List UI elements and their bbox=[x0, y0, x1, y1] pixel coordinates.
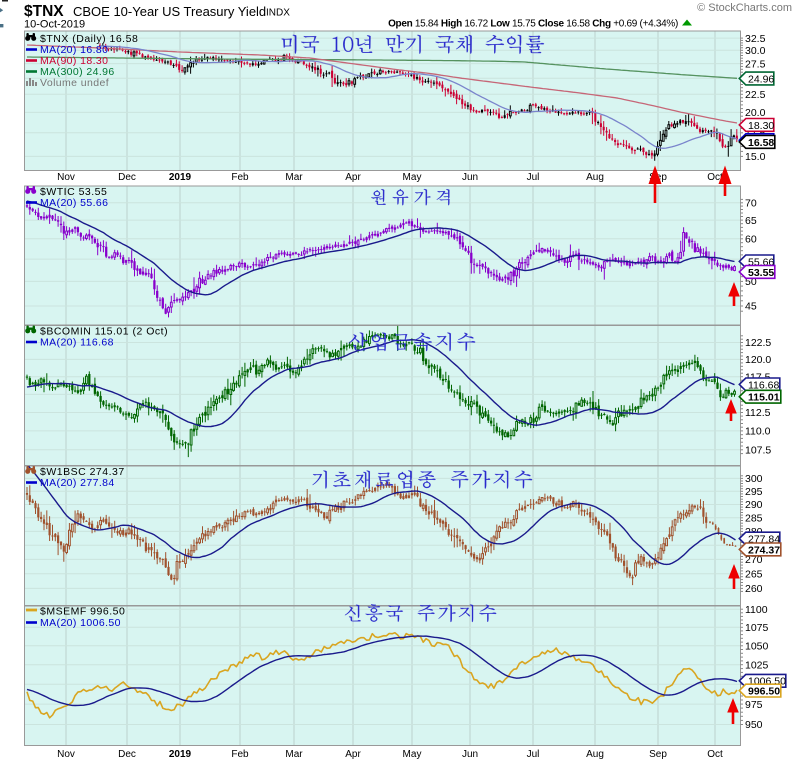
svg-text:2019: 2019 bbox=[169, 172, 192, 183]
svg-text:27.5: 27.5 bbox=[745, 58, 766, 70]
svg-text:$TNX: $TNX bbox=[24, 3, 64, 20]
svg-text:Nov: Nov bbox=[57, 749, 75, 760]
svg-text:CBOE 10-Year US Treasury Yield: CBOE 10-Year US Treasury Yield bbox=[73, 4, 266, 19]
svg-text:53.55: 53.55 bbox=[748, 267, 774, 279]
svg-text:116.68: 116.68 bbox=[748, 379, 779, 391]
svg-text:Oct: Oct bbox=[707, 749, 723, 760]
svg-text:Oct: Oct bbox=[707, 172, 723, 183]
svg-text:$WTIC 53.55: $WTIC 53.55 bbox=[40, 186, 107, 198]
svg-text:65: 65 bbox=[745, 215, 757, 227]
svg-text:50: 50 bbox=[745, 276, 757, 288]
svg-text:MA(20) 55.66: MA(20) 55.66 bbox=[40, 197, 108, 209]
svg-text:Feb: Feb bbox=[231, 749, 249, 760]
svg-text:270: 270 bbox=[745, 554, 763, 566]
svg-text:$BCOMIN 115.01 (2 Oct): $BCOMIN 115.01 (2 Oct) bbox=[40, 326, 168, 338]
svg-text:24.96: 24.96 bbox=[748, 73, 774, 85]
svg-text:Apr: Apr bbox=[345, 172, 361, 183]
svg-text:Mar: Mar bbox=[285, 172, 303, 183]
svg-text:1075: 1075 bbox=[745, 622, 769, 634]
svg-text:May: May bbox=[403, 172, 422, 183]
svg-text:295: 295 bbox=[745, 486, 763, 498]
svg-text:16.58: 16.58 bbox=[748, 137, 774, 149]
svg-text:22.5: 22.5 bbox=[745, 89, 766, 101]
svg-text:Mar: Mar bbox=[285, 749, 303, 760]
svg-text:MA(20) 1006.50: MA(20) 1006.50 bbox=[40, 617, 121, 629]
svg-text:300: 300 bbox=[745, 473, 763, 485]
svg-text:975: 975 bbox=[745, 699, 763, 711]
svg-text:120.0: 120.0 bbox=[745, 354, 771, 366]
svg-text:Jul: Jul bbox=[527, 749, 540, 760]
svg-text:MA(20) 277.84: MA(20) 277.84 bbox=[40, 477, 115, 489]
svg-text:18.30: 18.30 bbox=[748, 120, 774, 132]
svg-text:112.5: 112.5 bbox=[745, 407, 771, 419]
svg-text:Jun: Jun bbox=[462, 172, 478, 183]
svg-text:45: 45 bbox=[745, 301, 757, 313]
svg-text:265: 265 bbox=[745, 569, 763, 581]
svg-text:MA(20) 116.68: MA(20) 116.68 bbox=[40, 337, 114, 349]
svg-text:Apr: Apr bbox=[345, 749, 361, 760]
svg-text:Jul: Jul bbox=[527, 172, 540, 183]
svg-text:107.5: 107.5 bbox=[745, 445, 771, 457]
svg-text:Feb: Feb bbox=[231, 172, 249, 183]
svg-text:110.0: 110.0 bbox=[745, 426, 771, 438]
svg-text:122.5: 122.5 bbox=[745, 337, 771, 349]
svg-text:Open 15.84 High 16.72 Low 15.7: Open 15.84 High 16.72 Low 15.75 Close 16… bbox=[388, 19, 678, 30]
svg-text:Aug: Aug bbox=[586, 172, 604, 183]
svg-text:Dec: Dec bbox=[118, 749, 136, 760]
svg-text:115.01: 115.01 bbox=[748, 392, 780, 404]
svg-text:15.0: 15.0 bbox=[745, 151, 766, 163]
svg-text:$TNX (Daily) 16.58: $TNX (Daily) 16.58 bbox=[40, 33, 138, 45]
svg-text:Jun: Jun bbox=[462, 749, 478, 760]
svg-text:$MSEMF 996.50: $MSEMF 996.50 bbox=[40, 606, 125, 618]
svg-text:70: 70 bbox=[745, 198, 757, 210]
svg-text:996.50: 996.50 bbox=[748, 686, 780, 698]
svg-text:32.5: 32.5 bbox=[745, 33, 766, 45]
svg-text:INDX: INDX bbox=[266, 8, 290, 19]
svg-text:1025: 1025 bbox=[745, 659, 769, 671]
svg-text:MA(300) 24.96: MA(300) 24.96 bbox=[40, 66, 115, 78]
svg-text:Volume undef: Volume undef bbox=[40, 77, 109, 89]
svg-text:Aug: Aug bbox=[586, 749, 604, 760]
svg-text:2019: 2019 bbox=[169, 749, 192, 760]
svg-text:10-Oct-2019: 10-Oct-2019 bbox=[24, 19, 85, 31]
svg-text:950: 950 bbox=[745, 719, 763, 731]
svg-text:Dec: Dec bbox=[118, 172, 136, 183]
svg-text:20.0: 20.0 bbox=[745, 107, 766, 119]
svg-text:© StockCharts.com: © StockCharts.com bbox=[697, 2, 792, 14]
svg-text:Nov: Nov bbox=[57, 172, 75, 183]
svg-text:MA(20) 16.80: MA(20) 16.80 bbox=[40, 44, 108, 56]
svg-text:30.0: 30.0 bbox=[745, 45, 766, 57]
svg-text:1100: 1100 bbox=[745, 604, 768, 616]
svg-text:May: May bbox=[403, 749, 422, 760]
svg-text:285: 285 bbox=[745, 513, 763, 525]
svg-text:$W1BSC 274.37: $W1BSC 274.37 bbox=[40, 466, 125, 478]
svg-text:MA(90) 18.30: MA(90) 18.30 bbox=[40, 55, 108, 67]
svg-text:60: 60 bbox=[745, 234, 757, 246]
svg-text:290: 290 bbox=[745, 499, 763, 511]
svg-text:1050: 1050 bbox=[745, 641, 769, 653]
svg-text:274.37: 274.37 bbox=[748, 544, 780, 556]
svg-text:260: 260 bbox=[745, 583, 763, 595]
svg-text:Sep: Sep bbox=[649, 749, 667, 760]
